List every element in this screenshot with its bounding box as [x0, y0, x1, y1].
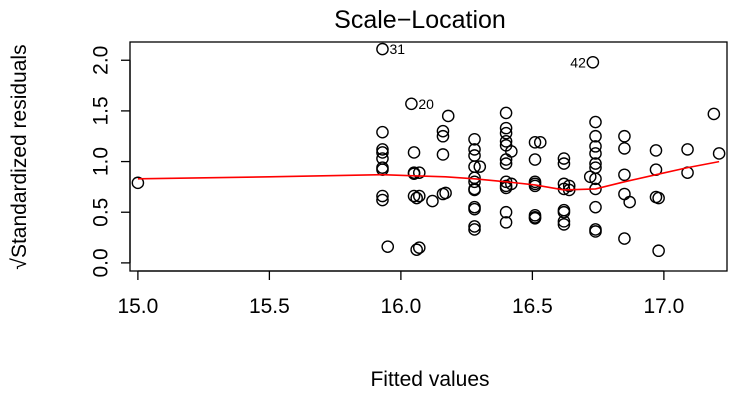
- data-point: [407, 146, 421, 159]
- data-point: [468, 132, 481, 146]
- data-point: [557, 157, 571, 170]
- x-tick-label: 16.0: [380, 295, 421, 318]
- point-labels: 31 20 42: [389, 41, 586, 112]
- data-point: [505, 145, 518, 158]
- data-point: [412, 166, 426, 180]
- data-point: [586, 55, 600, 69]
- data-point: [499, 121, 513, 135]
- point-id-label: 42: [570, 54, 586, 70]
- data-point: [557, 205, 571, 219]
- data-point: [473, 160, 487, 173]
- data-point: [376, 146, 389, 159]
- data-point: [412, 241, 426, 254]
- y-tick-label: 1.5: [90, 96, 113, 125]
- data-point: [649, 144, 663, 157]
- data-point: [707, 107, 721, 121]
- data-point: [499, 135, 513, 148]
- data-point: [412, 189, 426, 203]
- x-tick-label: 15.0: [117, 295, 158, 318]
- data-point: [499, 126, 513, 140]
- data-point: [557, 152, 571, 165]
- data-point: [436, 124, 450, 138]
- data-point: [441, 109, 455, 123]
- data-point: [528, 153, 542, 166]
- data-point: [589, 225, 602, 238]
- data-point: [589, 200, 602, 214]
- point-id-label: 31: [389, 41, 405, 57]
- smooth-curve-layer: [137, 160, 720, 191]
- data-point: [468, 223, 481, 236]
- x-tick-label: 15.5: [249, 295, 290, 318]
- chart-title: Scale−Location: [334, 6, 506, 34]
- data-point: [468, 220, 481, 233]
- data-point: [468, 183, 481, 197]
- data-point: [589, 115, 602, 129]
- data-point: [652, 191, 665, 205]
- data-point: [652, 244, 665, 258]
- data-point: [405, 97, 418, 111]
- data-point: [562, 179, 576, 193]
- x-axis: 15.0 15.5 16.0 16.5 17.0: [117, 270, 684, 318]
- data-point: [426, 194, 439, 208]
- data-point: [436, 129, 450, 143]
- data-point: [468, 175, 481, 189]
- data-point: [407, 189, 421, 203]
- data-point: [499, 157, 513, 170]
- data-point: [589, 172, 602, 186]
- data-point: [410, 243, 423, 257]
- data-point: [439, 186, 452, 200]
- data-point: [499, 216, 513, 229]
- data-point: [623, 195, 636, 209]
- data-point: [499, 106, 513, 120]
- data-point: [618, 168, 631, 182]
- data-point: [618, 232, 631, 245]
- data-point: [589, 147, 602, 160]
- data-point: [468, 143, 481, 156]
- data-point: [436, 148, 450, 161]
- y-tick-label: 0.5: [90, 198, 113, 227]
- data-point: [376, 193, 389, 207]
- data-point: [505, 177, 518, 191]
- y-axis: 0.0 0.5 1.0 1.5 2.0: [90, 46, 131, 277]
- data-point: [376, 42, 389, 56]
- data-points: [131, 42, 726, 258]
- data-point: [618, 187, 631, 201]
- data-point: [589, 129, 602, 143]
- data-point: [410, 191, 423, 205]
- x-tick-label: 16.5: [512, 295, 553, 318]
- data-point: [468, 202, 481, 216]
- data-point: [557, 218, 571, 231]
- y-axis-label: √Standardized residuals: [8, 44, 31, 269]
- x-tick-label: 17.0: [643, 295, 684, 318]
- data-point: [712, 147, 726, 160]
- y-tick-label: 0.0: [90, 248, 113, 277]
- data-point: [381, 240, 395, 253]
- data-point: [528, 212, 542, 225]
- data-point: [557, 215, 571, 228]
- data-point: [376, 143, 389, 156]
- x-axis-label: Fitted values: [370, 368, 489, 391]
- data-point: [589, 157, 602, 170]
- smooth-line: [137, 160, 720, 191]
- data-point: [131, 176, 145, 190]
- point-id-label: 20: [418, 96, 434, 112]
- data-point: [376, 189, 389, 203]
- data-point: [589, 140, 602, 153]
- data-point: [499, 205, 513, 219]
- data-point: [618, 142, 631, 155]
- data-point: [618, 129, 631, 143]
- y-tick-label: 1.0: [90, 147, 113, 176]
- data-point: [533, 136, 547, 149]
- data-point: [376, 125, 389, 139]
- data-point: [407, 167, 421, 181]
- plot-frame: [129, 41, 728, 272]
- data-point: [583, 170, 597, 184]
- data-point: [681, 143, 694, 156]
- y-tick-label: 2.0: [90, 46, 113, 75]
- data-point: [528, 136, 542, 149]
